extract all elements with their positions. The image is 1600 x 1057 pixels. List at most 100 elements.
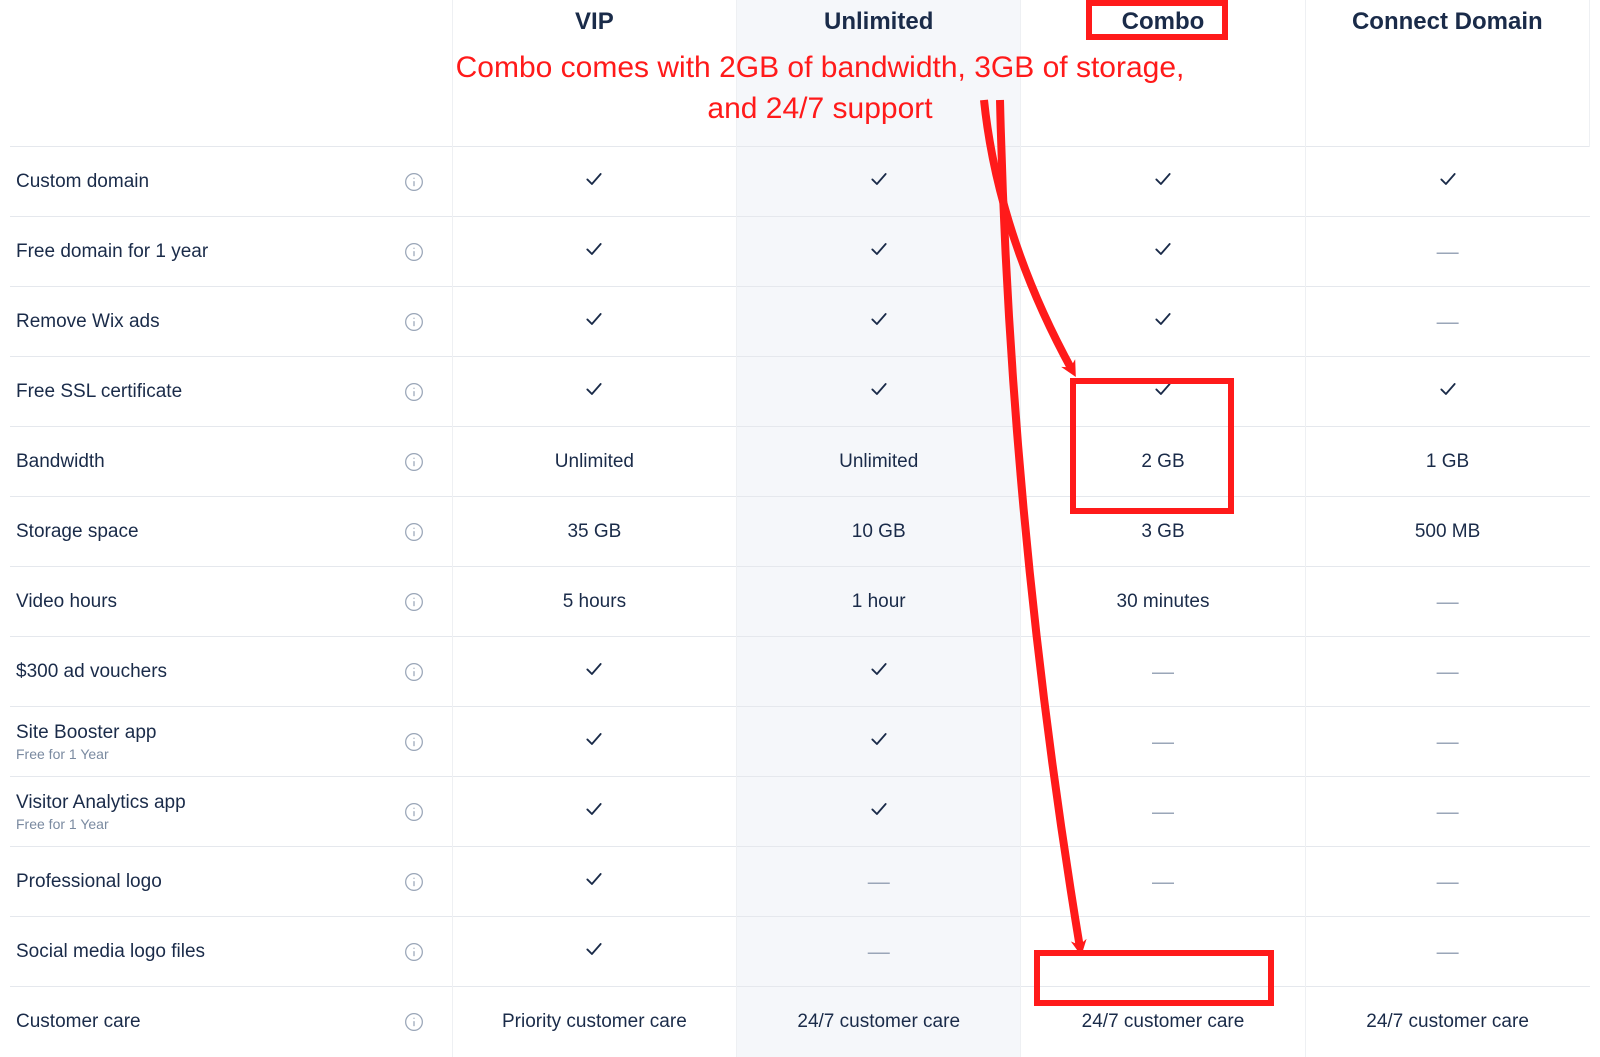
dash-icon: — [1437,729,1459,754]
feature-value-cell: — [1021,707,1305,777]
table-row: Customer carePriority customer care24/7 … [10,987,1590,1057]
dash-icon: — [1437,239,1459,264]
check-icon [1438,169,1458,189]
dash-icon: — [1437,799,1459,824]
dash-icon: — [1152,869,1174,894]
feature-label: Site Booster app [16,722,156,744]
feature-label-cell: Social media logo files [10,917,452,987]
feature-label-cell: Video hours [10,567,452,637]
info-icon[interactable] [404,382,424,402]
feature-value-cell: — [1305,917,1589,987]
feature-value-cell [1021,287,1305,357]
feature-value-cell [1021,357,1305,427]
check-icon [869,799,889,819]
feature-value-cell: 3 GB [1021,497,1305,567]
check-icon [584,729,604,749]
feature-value-cell [452,287,736,357]
feature-label: Professional logo [16,871,162,893]
feature-label: Remove Wix ads [16,311,160,333]
feature-value-cell: 24/7 customer care [737,987,1021,1057]
check-icon [584,659,604,679]
feature-label: $300 ad vouchers [16,661,167,683]
feature-value-cell: — [1305,847,1589,917]
feature-value-cell [452,917,736,987]
feature-sublabel: Free for 1 Year [16,816,452,832]
feature-label-cell: Remove Wix ads [10,287,452,357]
feature-value-cell: 24/7 customer care [1305,987,1589,1057]
info-icon[interactable] [404,312,424,332]
feature-label-cell: Customer care [10,987,452,1057]
feature-label-cell: Free SSL certificate [10,357,452,427]
info-icon[interactable] [404,522,424,542]
table-row: $300 ad vouchers — — [10,637,1590,707]
feature-label-cell: Visitor Analytics app Free for 1 Year [10,777,452,847]
feature-value-cell: Unlimited [452,427,736,497]
annotation-line1: Combo comes with 2GB of bandwidth, 3GB o… [456,51,1185,84]
check-icon [869,169,889,189]
table-row: Remove Wix ads— [10,287,1590,357]
feature-value-cell [452,847,736,917]
check-icon [584,239,604,259]
feature-value-cell [737,777,1021,847]
feature-value-cell: 30 minutes [1021,567,1305,637]
feature-value-cell: 1 hour [737,567,1021,637]
feature-value-cell: 2 GB [1021,427,1305,497]
feature-value-cell: — [737,917,1021,987]
table-row: Video hours5 hours1 hour30 minutes— [10,567,1590,637]
feature-label: Free domain for 1 year [16,241,208,263]
check-icon [584,309,604,329]
check-icon [1153,379,1173,399]
feature-label: Free SSL certificate [16,381,182,403]
table-row: Visitor Analytics app Free for 1 Year — — [10,777,1590,847]
feature-value-cell: — [1021,637,1305,707]
info-icon[interactable] [404,942,424,962]
feature-value-cell [737,287,1021,357]
info-icon[interactable] [404,872,424,892]
feature-label-cell: $300 ad vouchers [10,637,452,707]
check-icon [869,309,889,329]
feature-value-cell: 5 hours [452,567,736,637]
feature-value-cell: Priority customer care [452,987,736,1057]
info-icon[interactable] [404,662,424,682]
table-row: Site Booster appFree for 1 Year—— [10,707,1590,777]
feature-value-cell: — [1021,777,1305,847]
check-icon [1153,169,1173,189]
feature-label: Video hours [16,591,117,613]
dash-icon: — [868,869,890,894]
info-icon[interactable] [404,1012,424,1032]
table-row: Custom domain [10,147,1590,217]
feature-value-cell [452,147,736,217]
check-icon [584,869,604,889]
feature-label: Visitor Analytics app [16,792,186,814]
feature-label-cell: Free domain for 1 year [10,217,452,287]
feature-label: Bandwidth [16,451,105,473]
dash-icon: — [1152,799,1174,824]
info-icon[interactable] [404,452,424,472]
dash-icon: — [1152,939,1174,964]
feature-value-cell: — [1021,847,1305,917]
dash-icon: — [1437,659,1459,684]
feature-value-cell: 1 GB [1305,427,1589,497]
feature-value-cell: 10 GB [737,497,1021,567]
feature-label-cell: Professional logo [10,847,452,917]
feature-label-cell: Custom domain [10,147,452,217]
feature-value-cell: — [1305,637,1589,707]
table-row: Social media logo files — — — [10,917,1590,987]
plan-header-connect-domain: Connect Domain [1305,0,1589,147]
info-icon[interactable] [404,592,424,612]
info-icon[interactable] [404,172,424,192]
feature-value-cell [452,357,736,427]
check-icon [1153,239,1173,259]
info-icon[interactable] [404,802,424,822]
feature-value-cell [737,147,1021,217]
feature-label: Storage space [16,521,139,543]
check-icon [869,379,889,399]
check-icon [584,939,604,959]
feature-label-cell: Bandwidth [10,427,452,497]
feature-value-cell [452,707,736,777]
feature-value-cell: — [737,847,1021,917]
table-row: Free SSL certificate [10,357,1590,427]
info-icon[interactable] [404,242,424,262]
info-icon[interactable] [404,732,424,752]
table-row: Storage space35 GB10 GB3 GB500 MB [10,497,1590,567]
